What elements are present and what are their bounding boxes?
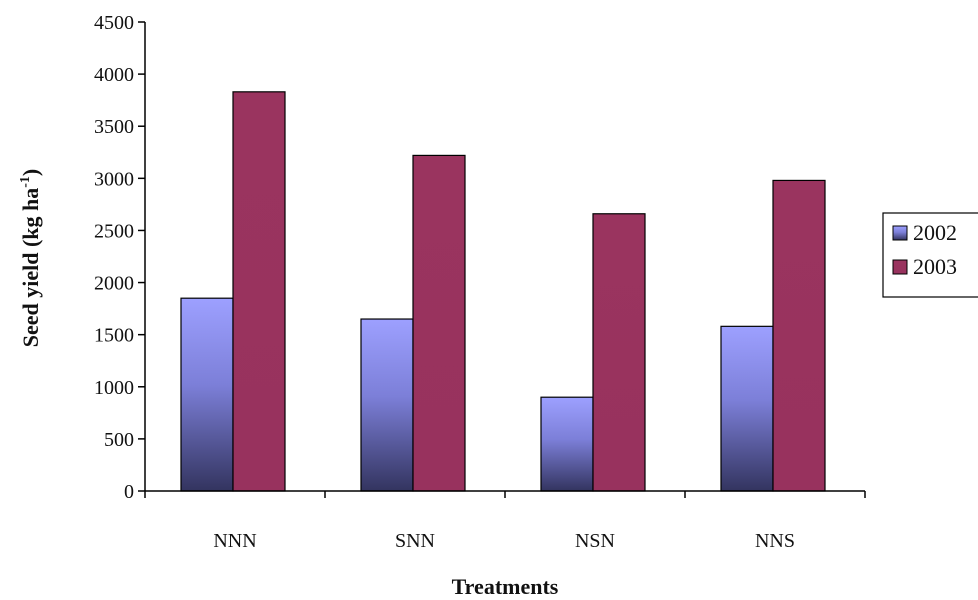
bar-2002-NNN bbox=[180, 297, 234, 492]
bar-2003-NNS bbox=[772, 179, 826, 492]
bar-2002-NSN bbox=[540, 396, 594, 492]
y-axis-title-main: Seed yield (kg ha bbox=[18, 188, 43, 348]
x-tick-label: NNS bbox=[755, 530, 795, 552]
y-tick-label: 2500 bbox=[94, 220, 134, 242]
bar-2002-NNS bbox=[720, 325, 774, 492]
y-tick-label: 1000 bbox=[94, 377, 134, 399]
x-tick-label: SNN bbox=[395, 530, 435, 552]
y-tick-label: 3500 bbox=[94, 116, 134, 138]
legend-label-2002: 2002 bbox=[913, 220, 957, 245]
y-tick-label: 1500 bbox=[94, 325, 134, 347]
x-ticks-group: NNN SNN NSN NNS bbox=[144, 491, 866, 552]
bar-2003-NNN bbox=[232, 91, 286, 492]
y-axis-title-suffix: ) bbox=[18, 169, 43, 176]
y-axis-title: Seed yield (kg ha-1) bbox=[18, 169, 43, 348]
bar-2002-SNN bbox=[360, 318, 414, 492]
y-tick-label: 3000 bbox=[94, 168, 134, 190]
y-ticks-group: 0 500 1000 1500 2000 2500 3000 3500 4000 4500 bbox=[94, 12, 145, 503]
legend-box bbox=[882, 212, 978, 298]
y-tick-label: 4500 bbox=[94, 12, 134, 34]
legend-label-2003: 2003 bbox=[913, 254, 957, 279]
y-tick-label: 2000 bbox=[94, 273, 134, 295]
x-tick-label: NNN bbox=[213, 530, 256, 552]
bar-2003-SNN bbox=[412, 154, 466, 492]
y-tick-label: 500 bbox=[104, 429, 134, 451]
x-axis-title: Treatments bbox=[452, 574, 559, 599]
legend-swatch-2003 bbox=[892, 259, 908, 275]
legend: 2002 2003 bbox=[882, 212, 978, 298]
bar-2003-NSN bbox=[592, 213, 646, 492]
bars-group bbox=[180, 91, 826, 492]
x-tick-label: NSN bbox=[575, 530, 615, 552]
y-tick-label: 4000 bbox=[94, 64, 134, 86]
y-axis-title-superscript: -1 bbox=[18, 176, 33, 188]
y-tick-label: 0 bbox=[124, 481, 134, 503]
legend-swatch-2002 bbox=[892, 225, 908, 241]
